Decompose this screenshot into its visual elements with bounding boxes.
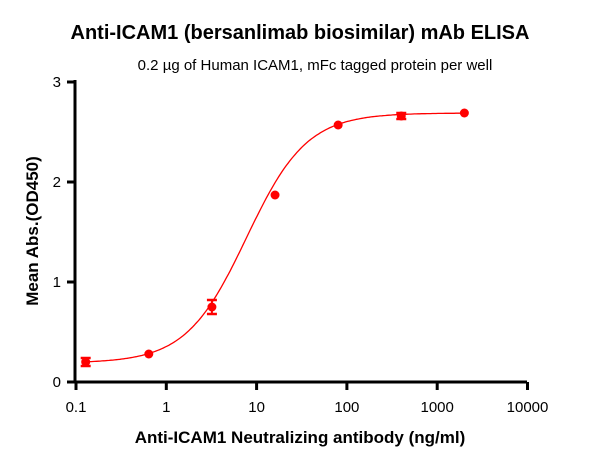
y-axis-label: Mean Abs.(OD450) (23, 156, 42, 306)
y-tick-label: 2 (53, 174, 61, 191)
data-point (459, 108, 469, 118)
chart-subtitle: 0.2 µg of Human ICAM1, mFc tagged protei… (137, 57, 493, 74)
x-axis-label: Anti-ICAM1 Neutralizing antibody (ng/ml) (135, 428, 466, 447)
y-tick-label: 1 (53, 274, 61, 291)
chart-title: Anti-ICAM1 (bersanlimab biosimilar) mAb … (70, 22, 530, 44)
x-tick-label: 100 (334, 399, 359, 416)
x-tick-label: 0.1 (66, 399, 87, 416)
x-tick-label: 10000 (507, 399, 549, 416)
data-point (270, 190, 280, 200)
data-point (144, 349, 154, 359)
x-tick-label: 1000 (421, 399, 454, 416)
data-point (333, 120, 343, 130)
x-tick-label: 1 (162, 399, 170, 416)
y-tick-label: 0 (53, 374, 61, 391)
fit-curve (85, 112, 464, 363)
data-point (207, 302, 217, 312)
data-point (81, 357, 91, 367)
data-point (396, 111, 406, 121)
x-tick-label: 10 (248, 399, 265, 416)
y-tick-label: 3 (53, 74, 61, 91)
